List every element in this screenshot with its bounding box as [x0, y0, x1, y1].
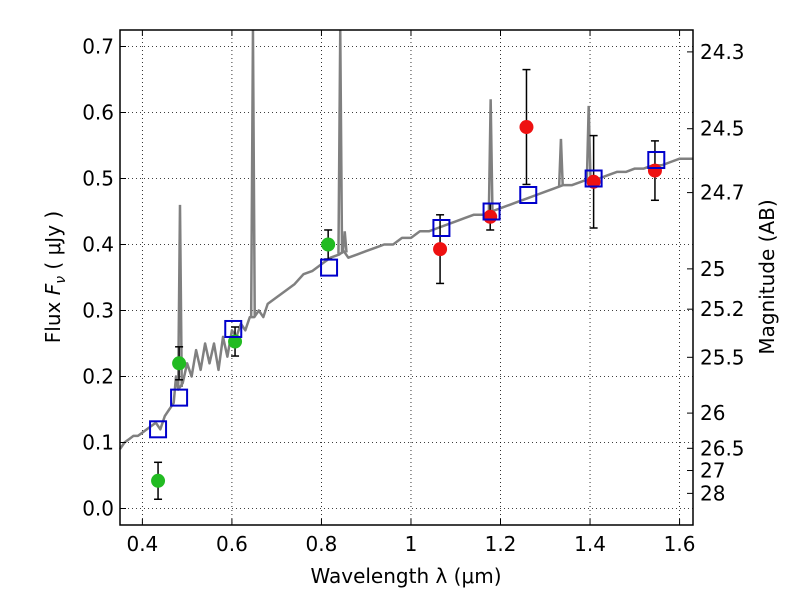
y-tick-label: 0.7 [82, 35, 114, 59]
emission-line-spike [557, 138, 564, 186]
mag-tick-label: 25 [700, 257, 725, 281]
y-tick-label: 0.5 [82, 167, 114, 191]
green-point [172, 356, 187, 371]
red-point [647, 163, 662, 178]
plot-frame [119, 29, 694, 526]
mag-tick-label: 27 [700, 459, 725, 483]
mag-tick-label: 28 [700, 481, 725, 505]
mag-tick-label: 24.5 [700, 117, 745, 141]
y-tick-label: 0.6 [82, 101, 114, 125]
axes-ticks: 0.4 0.6 0.8 1 1.2 1.4 1.6 0.0 0.1 0.2 0.3 0.4 0.5 0.6… [82, 30, 745, 556]
plot-data [118, 29, 693, 501]
mag-tick-label: 25.2 [700, 297, 745, 321]
emission-line-spike [585, 105, 592, 180]
x-tick-label: 1.6 [664, 532, 696, 556]
red-point [519, 120, 534, 135]
model-photometry-square [647, 151, 666, 170]
emission-line-spike [341, 231, 348, 253]
emission-line-spike [487, 99, 494, 212]
model-spectrum-line [118, 157, 693, 450]
mag-tick-label: 24.3 [700, 40, 745, 64]
red-point [433, 242, 448, 257]
emission-line-spike [249, 29, 256, 318]
red-point [586, 174, 601, 189]
y-tick-label: 0.0 [82, 497, 114, 521]
y-axis-title-post: ( μJy ) [41, 211, 65, 276]
x-tick-label: 1.4 [574, 532, 606, 556]
y-tick-label: 0.2 [82, 365, 114, 389]
mag-tick-label: 24.7 [700, 181, 745, 205]
emission-line-spike [176, 204, 184, 388]
grid [120, 30, 693, 525]
y-axis-title: Flux Fν ( μJy ) [41, 211, 69, 343]
model-photometry-square [519, 186, 538, 204]
y-axis-title-right: Magnitude (AB) [755, 199, 779, 354]
y-axis-title-pre: Flux [41, 295, 65, 343]
model-photometry-square [224, 319, 243, 338]
red-point [483, 209, 498, 224]
emission-line-spike [337, 29, 344, 254]
y-axis-title-symbol: F [41, 283, 65, 295]
model-photometry-square [320, 258, 339, 277]
y-tick-label: 0.4 [82, 233, 114, 257]
model-photometry-square [584, 169, 603, 188]
x-tick-label: 0.6 [216, 532, 248, 556]
mag-tick-label: 26 [700, 401, 725, 425]
model-photometry-square [432, 219, 451, 237]
x-tick-label: 0.4 [126, 532, 158, 556]
green-point [151, 473, 166, 488]
green-point [321, 237, 336, 252]
x-tick-label: 0.8 [306, 532, 338, 556]
x-tick-label: 1.2 [485, 532, 517, 556]
x-tick-label: 1 [405, 532, 418, 556]
mag-tick-label: 25.5 [700, 345, 745, 369]
model-photometry-square [170, 388, 189, 407]
y-tick-label: 0.3 [82, 299, 114, 323]
model-photometry-square [149, 420, 168, 439]
y-axis-title-subscript: ν [53, 276, 69, 284]
mag-tick-label: 26.5 [700, 436, 745, 460]
y-tick-label: 0.1 [82, 431, 114, 455]
x-axis-title: Wavelength λ (μm) [310, 564, 501, 588]
green-point [228, 334, 243, 349]
model-photometry-square [482, 202, 501, 221]
